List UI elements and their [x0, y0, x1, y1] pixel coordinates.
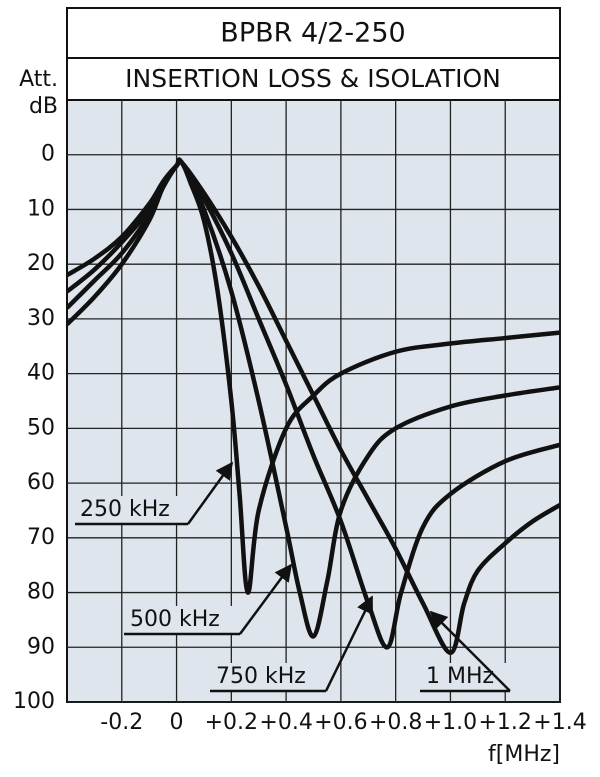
- y-tick-label: 90: [27, 634, 55, 659]
- series-label: 750 kHz: [216, 664, 306, 689]
- y-tick-label: 40: [27, 361, 55, 386]
- x-tick-label: +1.0: [424, 710, 477, 735]
- y-axis-unit: dB: [29, 94, 58, 119]
- x-tick-label: +0.6: [314, 710, 367, 735]
- series-label: 500 kHz: [130, 607, 220, 632]
- x-axis-label: f[MHz]: [488, 742, 560, 767]
- y-tick-label: 10: [27, 196, 55, 221]
- series-label: 1 MHz: [426, 664, 494, 689]
- x-tick-label: -0.2: [100, 710, 143, 735]
- label-bg: [210, 663, 326, 691]
- chart-title: BPBR 4/2-250: [220, 18, 405, 49]
- curve: [67, 158, 560, 655]
- curve: [67, 157, 560, 639]
- x-tick-label: +1.2: [479, 710, 532, 735]
- y-tick-label: 20: [27, 251, 55, 276]
- y-tick-label: 80: [27, 580, 55, 605]
- y-tick-label: 70: [27, 525, 55, 550]
- label-arrow: [238, 563, 293, 635]
- y-tick-label: 30: [27, 306, 55, 331]
- label-arrow: [186, 461, 234, 525]
- y-tick-label: 100: [13, 689, 55, 714]
- label-arrow: [429, 610, 511, 692]
- title-box: [66, 7, 561, 59]
- x-tick-label: +1.4: [533, 710, 586, 735]
- x-tick-label: +0.8: [369, 710, 422, 735]
- label-arrow: [324, 595, 374, 692]
- x-tick-label: +0.2: [205, 710, 258, 735]
- x-tick-label: 0: [170, 710, 184, 735]
- series-label: 250 kHz: [80, 497, 170, 522]
- x-tick-label: +0.4: [259, 710, 312, 735]
- curve: [67, 158, 560, 650]
- y-tick-label: 0: [41, 142, 55, 167]
- y-tick-label: 60: [27, 470, 55, 495]
- label-bg: [75, 496, 188, 524]
- label-bg: [124, 606, 240, 634]
- y-tick-label: 50: [27, 415, 55, 440]
- chart-subtitle: INSERTION LOSS & ISOLATION: [125, 64, 501, 93]
- y-axis-label: Att.: [19, 67, 58, 92]
- subtitle-box: [66, 57, 561, 101]
